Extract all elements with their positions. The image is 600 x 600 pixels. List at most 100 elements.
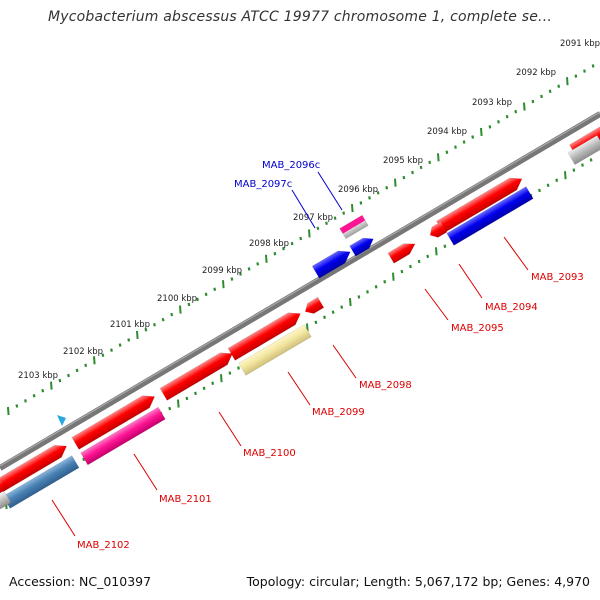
- upper-ruler-minor-tick: [15, 404, 19, 408]
- lower-ruler-minor-tick: [185, 396, 189, 401]
- lower-ruler-minor-tick: [546, 183, 550, 188]
- lower-ruler-minor-tick: [314, 320, 318, 325]
- lower-ruler-minor-tick: [383, 280, 387, 284]
- upper-ruler-major-tick: [523, 102, 526, 111]
- gene-label[interactable]: MAB_2095: [451, 323, 504, 334]
- gene-label[interactable]: MAB_2094: [485, 302, 538, 313]
- upper-ruler-minor-tick: [497, 120, 500, 124]
- gene-MAB_2098[interactable]: [302, 296, 325, 316]
- upper-ruler-minor-tick: [187, 302, 191, 307]
- upper-ruler-major-tick: [7, 406, 10, 416]
- gene-label[interactable]: MAB_2096c: [262, 160, 320, 171]
- upper-ruler-minor-tick: [462, 140, 466, 144]
- upper-ruler-minor-tick: [196, 297, 199, 302]
- upper-ruler-major-tick: [179, 305, 182, 314]
- gene-MAB_2095[interactable]: [387, 239, 418, 264]
- gene-label[interactable]: MAB_2098: [359, 380, 412, 391]
- upper-ruler-major-tick: [437, 153, 440, 162]
- ruler-label: 2091 kbp: [560, 39, 600, 49]
- gene-blue-2093[interactable]: [446, 186, 534, 246]
- ruler-label: 2101 kbp: [110, 320, 150, 330]
- gene-MAB_2099[interactable]: [227, 308, 304, 361]
- gene-labels: MAB_2093 MAB_2094 MAB_2095 MAB_2098 MAB_2099…: [77, 160, 584, 551]
- gene-label[interactable]: MAB_2101: [159, 494, 212, 505]
- lower-ruler-minor-tick: [581, 163, 584, 167]
- leader-line: [317, 171, 343, 211]
- gene-gray-2103[interactable]: [0, 491, 12, 511]
- upper-ruler-minor-tick: [32, 394, 36, 398]
- upper-ruler-minor-tick: [445, 150, 449, 154]
- ruler-label: 2099 kbp: [202, 266, 242, 276]
- upper-ruler-minor-tick: [574, 74, 578, 78]
- upper-ruler-minor-tick: [161, 317, 165, 322]
- ruler-label: 2097 kbp: [293, 213, 333, 223]
- gene-MAB_2103[interactable]: [0, 478, 8, 495]
- gene-label[interactable]: MAB_2099: [312, 407, 365, 418]
- gene-label[interactable]: MAB_2093: [531, 272, 584, 283]
- gene-MAB_2097c-a[interactable]: [349, 234, 377, 257]
- gene-pink-2101[interactable]: [80, 406, 166, 466]
- upper-ruler-minor-tick: [342, 211, 346, 215]
- gene-features[interactable]: [0, 115, 600, 511]
- genome-summary-text: Topology: circular; Length: 5,067,172 bp…: [246, 574, 590, 589]
- upper-ruler-minor-tick: [299, 236, 303, 241]
- leader-line: [287, 371, 311, 406]
- gene-MAB_2096c[interactable]: [339, 214, 369, 240]
- ruler-label: 2100 kbp: [157, 294, 197, 304]
- leader-line: [424, 288, 449, 321]
- upper-ruler-major-tick: [566, 77, 569, 86]
- ruler-label: 2095 kbp: [383, 156, 423, 166]
- leader-line: [503, 236, 529, 271]
- upper-ruler-minor-tick: [333, 216, 337, 220]
- upper-ruler-minor-tick: [58, 378, 62, 383]
- gene-MAB_2097c-b[interactable]: [311, 246, 354, 279]
- upper-ruler-minor-tick: [428, 160, 432, 165]
- upper-ruler-minor-tick: [170, 312, 174, 317]
- leader-line: [51, 499, 76, 537]
- gene-MAB_2101[interactable]: [71, 391, 158, 450]
- upper-ruler-major-tick: [265, 254, 268, 263]
- triangle-pointer-icon[interactable]: [57, 415, 66, 426]
- upper-ruler-major-tick: [351, 203, 354, 213]
- leader-line: [133, 453, 158, 491]
- upper-ruler-major-tick: [308, 229, 311, 238]
- gene-yellow-2099[interactable]: [238, 324, 312, 376]
- lower-ruler-major-tick: [564, 171, 567, 180]
- lower-ruler-major-tick: [306, 323, 309, 332]
- upper-ruler-minor-tick: [247, 267, 251, 271]
- lower-ruler-minor-tick: [400, 269, 404, 274]
- upper-ruler-minor-tick: [548, 89, 552, 94]
- gene-gray-2091[interactable]: [567, 134, 600, 166]
- upper-ruler-minor-tick: [110, 348, 113, 352]
- upper-ruler-minor-tick: [316, 226, 320, 231]
- upper-ruler-minor-tick: [514, 109, 518, 114]
- leader-line: [291, 189, 316, 229]
- upper-ruler-minor-tick: [402, 175, 406, 180]
- lower-ruler-minor-tick: [323, 315, 326, 319]
- lower-ruler-minor-tick: [202, 386, 206, 391]
- upper-ruler-minor-tick: [230, 277, 234, 281]
- lower-ruler-minor-tick: [409, 264, 412, 269]
- upper-ruler-major-tick: [50, 381, 53, 390]
- upper-ruler-major-tick: [394, 178, 397, 187]
- upper-ruler-minor-tick: [84, 363, 88, 368]
- upper-ruler-minor-tick: [325, 221, 328, 225]
- label-leader-lines: [51, 171, 529, 537]
- lower-ruler-minor-tick: [228, 371, 232, 375]
- upper-ruler-minor-tick: [256, 262, 260, 266]
- gene-MAB_2100[interactable]: [159, 348, 236, 401]
- upper-ruler-minor-tick: [144, 328, 148, 332]
- gene-label[interactable]: MAB_2100: [243, 448, 296, 459]
- map-title: Mycobacterium abscessus ATCC 19977 chrom…: [47, 9, 553, 25]
- ruler-ticks-upper: [7, 64, 595, 416]
- gene-label[interactable]: MAB_2102: [77, 540, 130, 551]
- upper-ruler-minor-tick: [505, 114, 509, 119]
- lower-ruler-minor-tick: [443, 244, 447, 248]
- lower-ruler-minor-tick: [211, 381, 215, 385]
- gene-MAB_2094[interactable]: [427, 221, 448, 240]
- upper-ruler-minor-tick: [67, 373, 70, 378]
- gene-label[interactable]: MAB_2097c: [234, 179, 292, 190]
- upper-ruler-minor-tick: [273, 251, 277, 256]
